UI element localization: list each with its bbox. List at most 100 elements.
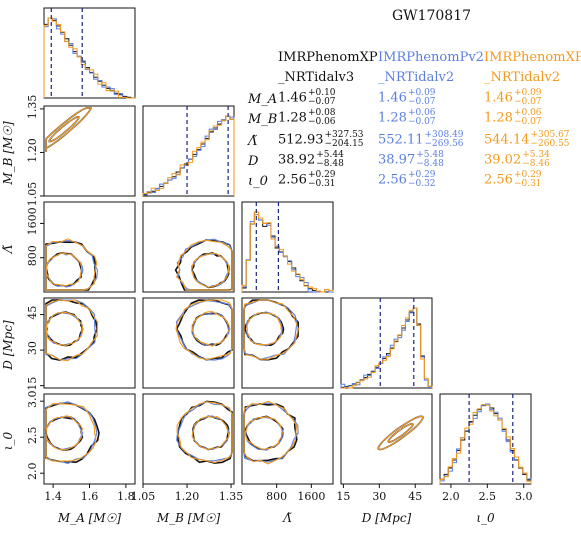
contour-series-3 (244, 416, 283, 450)
y-axis-label: M_B [M☉] (1, 121, 15, 186)
panel-frame (43, 297, 136, 389)
y-tick-label: 2.5 (26, 426, 39, 444)
table-cell: 38.97 +5.48 −8.48 (378, 150, 444, 169)
y-tick-label: 3.0 (26, 390, 39, 408)
table-cell: 1.46 +0.09 −0.07 (484, 88, 542, 107)
x-axis-label: M_B [M☉] (156, 511, 221, 525)
column-header-2: IMRPhenomPv2 (378, 50, 484, 65)
contour-series-3 (387, 423, 414, 443)
row-label: Λ̃ (248, 134, 258, 149)
contour-series-3 (46, 311, 84, 346)
panel-frame (241, 201, 334, 293)
table-cell: 544.14 +305.67 −260.55 (484, 130, 570, 149)
y-axis-label: ι_0 (1, 431, 15, 450)
contour-series-3 (191, 415, 230, 450)
panel-frame (142, 393, 235, 485)
histogram-series-1 (439, 403, 532, 484)
histogram-series-3 (439, 404, 532, 484)
column-header-3-suffix: _NRTidalv2 (484, 70, 561, 85)
y-axis-label: Λ̃ (1, 244, 15, 254)
histogram-series-3 (142, 115, 235, 196)
y-axis-label: D [Mpc] (1, 320, 15, 371)
x-axis-label: Λ̃ (282, 511, 292, 525)
y-tick-label: 800 (26, 245, 39, 266)
x-axis-label: ι_0 (476, 511, 495, 525)
histogram-series-1 (340, 307, 433, 388)
y-tick-label: 1600 (26, 207, 39, 235)
row-label: ι_0 (248, 174, 268, 189)
panel-frame (142, 297, 235, 389)
contour-series-3 (45, 415, 83, 451)
table-cell: 1.46 +0.09 −0.07 (378, 88, 436, 107)
contour-series-3 (377, 415, 424, 451)
histogram-series-1 (142, 115, 235, 196)
contour-series-2 (176, 401, 233, 462)
histogram-series-3 (341, 307, 433, 389)
histogram-series-1 (241, 211, 333, 293)
panel-frame (43, 7, 136, 99)
table-cell: 2.56 +0.29 −0.31 (484, 170, 542, 189)
x-tick-label: 2.5 (479, 490, 497, 503)
contour-series-1 (243, 299, 300, 361)
y-tick-label: 15 (26, 377, 39, 391)
panel-frame (340, 393, 433, 485)
x-tick-label: 3.0 (515, 490, 533, 503)
contour-series-2 (243, 402, 299, 463)
x-tick-label: 45 (408, 490, 422, 503)
contour-series-1 (377, 415, 424, 451)
contour-series-1 (177, 400, 233, 464)
contour-series-3 (191, 311, 231, 347)
histogram-series-3 (241, 211, 334, 293)
panel-frame (340, 297, 433, 389)
contour-series-3 (176, 401, 233, 464)
contour-series-3 (175, 239, 233, 291)
x-tick-label: 1.35 (219, 490, 244, 503)
column-header-1-suffix: _NRTidalv3 (278, 70, 355, 85)
x-tick-label: 1600 (297, 490, 325, 503)
x-tick-label: 1.4 (44, 490, 62, 503)
histogram-series-1 (43, 17, 135, 99)
contour-series-2 (243, 299, 298, 360)
x-axis-label: M_A [M☉] (57, 511, 121, 525)
histogram-series-3 (43, 17, 135, 99)
y-tick-label: 1.35 (26, 95, 39, 120)
row-label: D (248, 154, 259, 169)
contour-series-3 (45, 252, 83, 287)
column-header-3: IMRPhenomXP (484, 50, 581, 65)
contour-series-2 (48, 116, 80, 143)
contour-series-2 (45, 401, 98, 465)
x-tick-label: 2.0 (442, 490, 460, 503)
table-cell: 1.28 +0.08 −0.06 (278, 108, 336, 127)
x-tick-label: 30 (372, 490, 386, 503)
x-tick-label: 1.6 (81, 490, 99, 503)
x-axis-label: D [Mpc] (361, 511, 412, 525)
panel-frame (241, 393, 334, 485)
contour-series-3 (45, 299, 99, 362)
contour-series-1 (45, 402, 100, 464)
contour-series-3 (243, 400, 298, 465)
histogram-series-2 (340, 307, 433, 388)
histogram-series-2 (241, 214, 333, 293)
row-label: M_B (248, 112, 278, 127)
x-tick-label: 15 (336, 490, 350, 503)
table-cell: 1.28 +0.06 −0.07 (484, 108, 542, 127)
panel-frame (142, 105, 235, 197)
panel-frame (43, 393, 136, 485)
table-cell: 552.11 +308.49 −269.56 (378, 130, 464, 149)
column-header-2-suffix: _NRTidalv2 (378, 70, 455, 85)
contour-series-3 (175, 299, 233, 361)
row-label: M_A (248, 92, 278, 107)
contour-series-3 (190, 252, 230, 288)
x-tick-label: 800 (266, 490, 287, 503)
y-tick-label: 30 (26, 341, 39, 355)
contour-series-3 (243, 299, 300, 360)
panel-frame (142, 201, 235, 293)
contour-series-3 (246, 312, 283, 346)
table-cell: 2.56 +0.29 −0.31 (278, 170, 336, 189)
histogram-series-2 (439, 403, 532, 484)
contour-series-3 (48, 116, 80, 143)
table-cell: 1.28 +0.06 −0.07 (378, 108, 436, 127)
x-tick-label: 1.05 (131, 490, 156, 503)
contour-series-3 (45, 107, 92, 152)
